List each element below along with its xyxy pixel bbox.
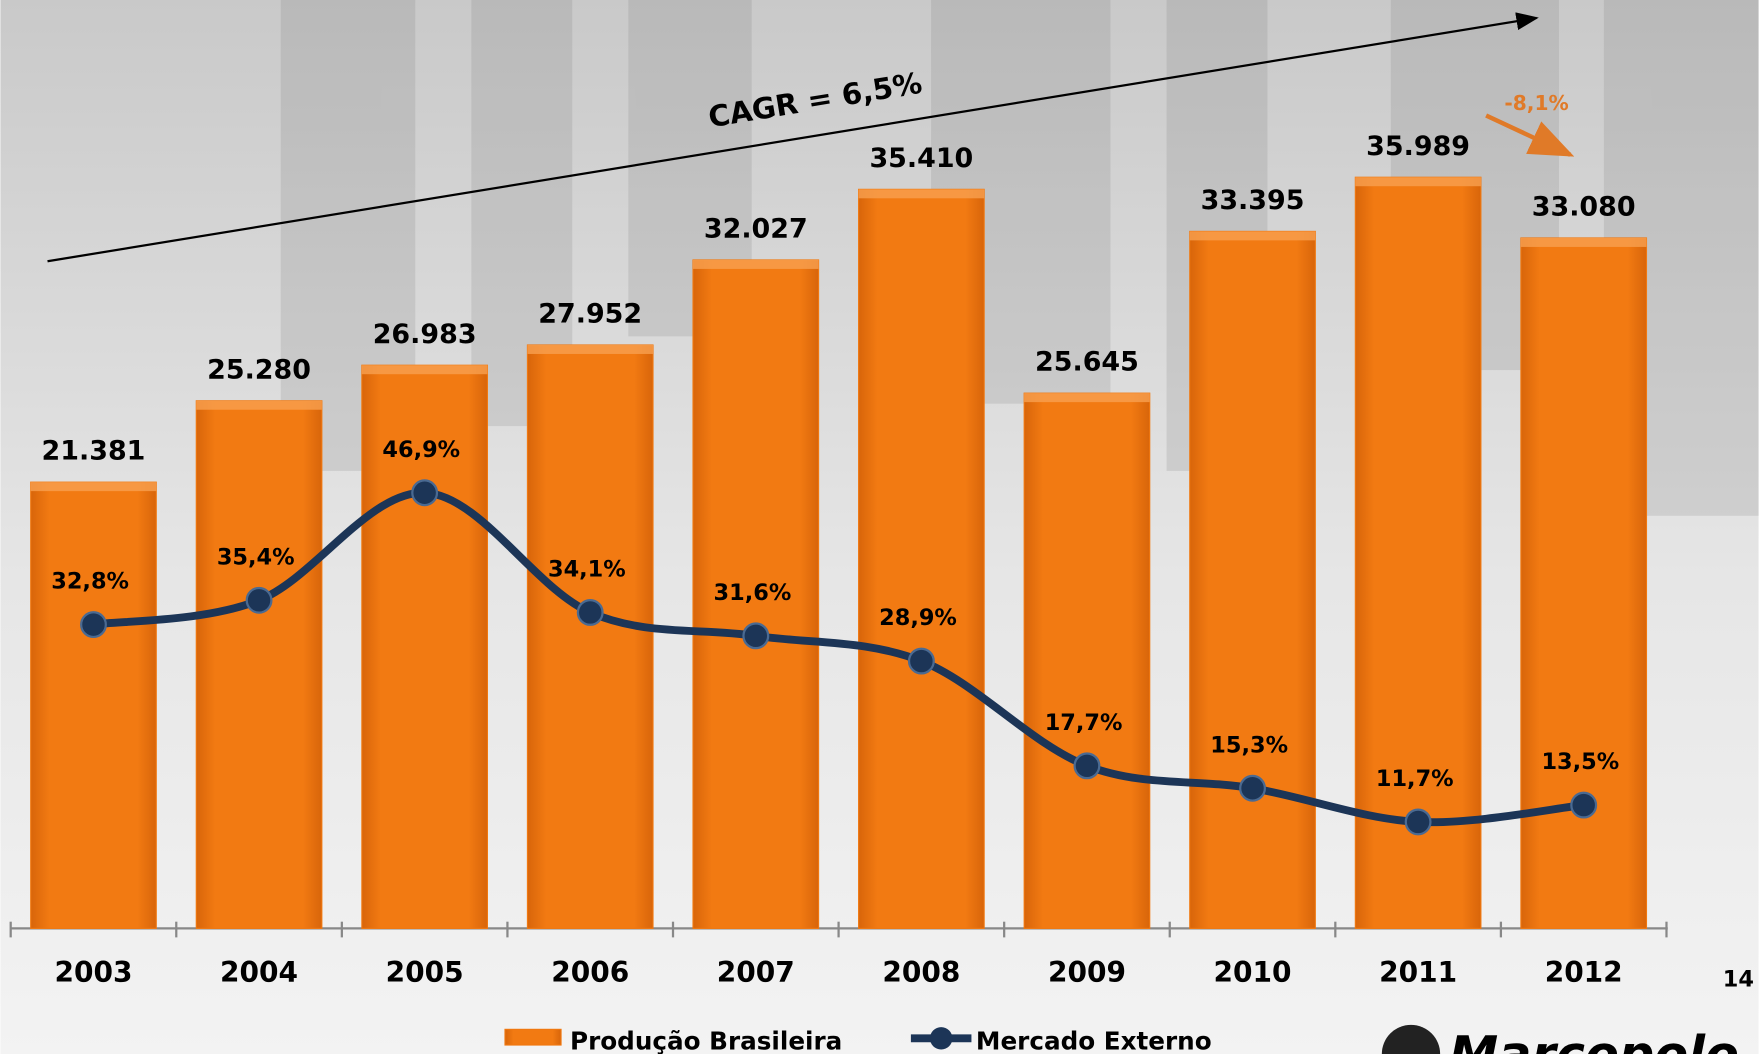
line-value-label: 28,9%	[879, 605, 957, 631]
bar	[858, 188, 985, 929]
logo: Marcopolo	[1381, 1024, 1739, 1054]
bar-cap	[1355, 177, 1481, 187]
line-value-label: 46,9%	[382, 437, 460, 463]
x-tick-label: 2006	[551, 956, 629, 989]
line-value-label: 35,4%	[217, 544, 295, 570]
line-value-label: 31,6%	[714, 580, 792, 606]
line-point	[1239, 774, 1266, 802]
line-point	[1404, 808, 1432, 836]
line-point	[245, 586, 273, 614]
x-tick-label: 2011	[1379, 956, 1457, 989]
bar	[1520, 237, 1648, 929]
line-point	[80, 611, 107, 639]
bar-value-label: 26.983	[373, 319, 477, 350]
legend-label: Produção Brasileira	[570, 1027, 842, 1054]
bar-value-label: 35.989	[1366, 131, 1470, 162]
line-point	[907, 647, 935, 675]
line-point	[411, 479, 439, 507]
decline-label: -8,1%	[1504, 91, 1568, 115]
bar-value-label: 21.381	[42, 436, 146, 467]
line-value-label: 11,7%	[1376, 766, 1454, 792]
bar	[526, 344, 654, 929]
bar-value-label: 27.952	[538, 299, 642, 330]
line-value-label: 17,7%	[1045, 710, 1123, 736]
x-tick-label: 2007	[717, 956, 795, 989]
decline-arrow	[1485, 113, 1575, 157]
bar	[692, 259, 820, 929]
x-tick-label: 2012	[1545, 956, 1623, 989]
bar	[195, 400, 323, 929]
bar-cap	[858, 189, 985, 199]
bar-cap	[527, 344, 654, 354]
line-value-label: 34,1%	[548, 557, 626, 583]
legend-swatch	[504, 1028, 562, 1046]
x-tick-label: 2009	[1048, 956, 1126, 989]
bar-cap	[361, 365, 488, 375]
bar-value-label: 33.080	[1532, 192, 1636, 223]
logo-text: Marcopolo	[1449, 1025, 1739, 1054]
bar-value-label: 25.280	[207, 354, 311, 385]
bar-value-label: 25.645	[1035, 347, 1139, 378]
bar-cap	[30, 482, 157, 492]
line-point	[742, 622, 770, 650]
line-value-label: 13,5%	[1541, 749, 1619, 775]
x-tick-label: 2004	[220, 956, 298, 989]
line-point	[1073, 752, 1101, 780]
bar-value-label: 32.027	[704, 214, 808, 245]
logo-icon	[1381, 1024, 1441, 1054]
page-number: 14	[1723, 967, 1754, 993]
x-tick-label: 2005	[386, 956, 464, 989]
line	[92, 488, 1585, 827]
bar	[1023, 392, 1151, 929]
legend-swatch-point	[929, 1027, 953, 1050]
bar-value-label: 35.410	[869, 143, 973, 174]
legend-label: Mercado Externo	[976, 1027, 1212, 1054]
line-point	[576, 598, 604, 626]
x-tick-label: 2008	[882, 956, 960, 989]
bar	[1354, 176, 1482, 929]
line-point	[1570, 791, 1598, 819]
bar-cap	[1024, 393, 1150, 403]
bar-cap	[693, 259, 819, 269]
cagr-arrow	[47, 12, 1539, 263]
bar-cap	[1520, 237, 1647, 247]
line-value-label: 32,8%	[51, 569, 129, 595]
bar-cap	[1189, 231, 1316, 241]
bar-cap	[196, 400, 322, 410]
x-tick-label: 2003	[54, 956, 132, 989]
bar	[361, 364, 488, 929]
bar	[1189, 230, 1316, 929]
x-tick-label: 2010	[1214, 956, 1292, 989]
line-value-label: 15,3%	[1210, 732, 1288, 758]
bar-value-label: 33.395	[1201, 185, 1305, 216]
bar	[30, 481, 157, 929]
